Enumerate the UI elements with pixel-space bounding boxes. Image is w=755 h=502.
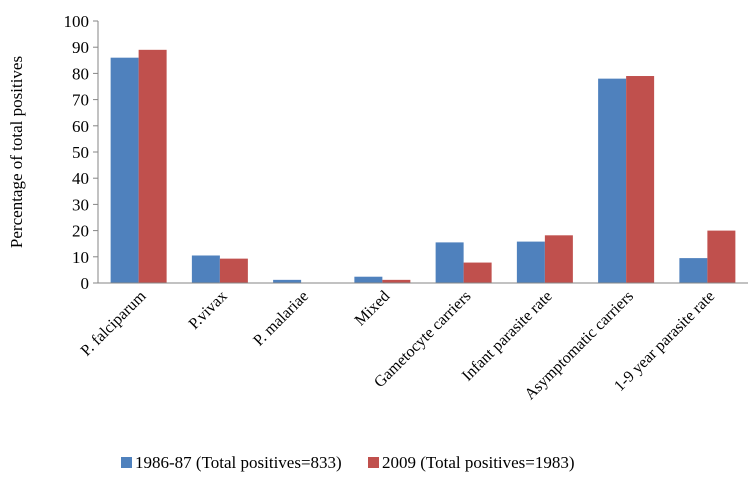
legend: 1986-87 (Total positives=833) 2009 (Total… <box>121 453 575 472</box>
legend-label-1: 1986-87 (Total positives=833) <box>135 453 342 472</box>
bar-s2-c8 <box>707 230 736 283</box>
y-tick-label-100: 100 <box>64 12 90 31</box>
bar-s1-c5 <box>435 242 464 283</box>
bar-s1-c8 <box>679 258 708 283</box>
y-tick-label-60: 60 <box>72 117 89 136</box>
y-tick-label-0: 0 <box>81 274 90 293</box>
y-axis-ticks: 0 10 20 30 40 50 60 70 80 90 100 <box>64 12 98 293</box>
category-label-1: P. falciparum <box>78 287 150 359</box>
y-tick-label-10: 10 <box>72 248 89 267</box>
bar-s1-c7 <box>598 78 627 283</box>
bars <box>110 49 736 284</box>
y-tick-label-70: 70 <box>72 91 89 110</box>
y-tick-label-90: 90 <box>72 38 89 57</box>
category-label-6: Infant parasite rate <box>459 288 556 385</box>
legend-swatch-1 <box>121 457 132 468</box>
bar-s2-c1 <box>138 49 167 283</box>
legend-swatch-2 <box>368 457 379 468</box>
bar-s1-c1 <box>110 57 139 284</box>
y-tick-label-30: 30 <box>72 195 89 214</box>
bar-s2-c6 <box>544 235 573 283</box>
bar-s1-c2 <box>191 255 220 283</box>
category-label-4: Mixed <box>352 288 394 330</box>
bar-s2-c4 <box>382 279 411 283</box>
bar-s1-c6 <box>516 241 545 283</box>
bar-s2-c2 <box>219 258 248 283</box>
bar-s2-c5 <box>463 262 492 283</box>
y-tick-label-50: 50 <box>72 143 89 162</box>
y-tick-label-80: 80 <box>72 64 89 83</box>
y-axis-title: Percentage of total positives <box>7 56 26 248</box>
category-labels: P. falciparum P.vivax P. malariae MixedGame… <box>78 287 718 403</box>
y-tick-label-20: 20 <box>72 222 89 241</box>
y-tick-label-40: 40 <box>72 169 89 188</box>
category-label-3: P. malariae <box>250 288 312 350</box>
legend-label-2: 2009 (Total positives=1983) <box>382 453 575 472</box>
bar-s2-c7 <box>626 76 655 284</box>
bar-s1-c3 <box>273 279 302 283</box>
category-label-2: P.vivax <box>186 288 231 333</box>
bar-s1-c4 <box>354 276 383 283</box>
